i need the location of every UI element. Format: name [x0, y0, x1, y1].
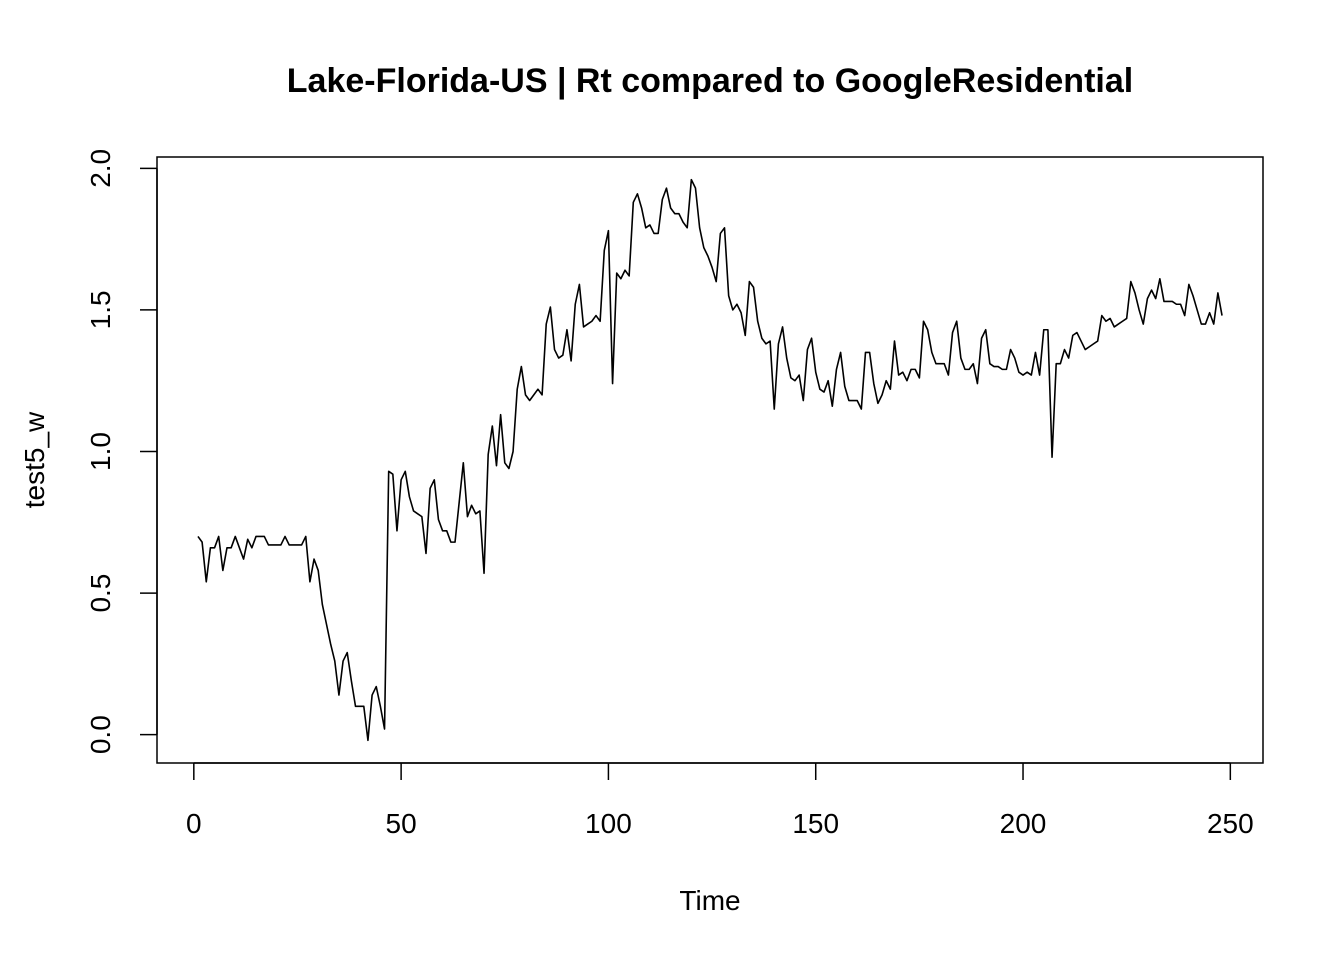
x-axis-label: Time	[679, 885, 740, 916]
y-tick-label: 0.5	[85, 574, 116, 613]
x-tick-label: 50	[386, 808, 417, 839]
y-tick-label: 1.5	[85, 290, 116, 329]
x-tick-label: 200	[1000, 808, 1047, 839]
x-tick-label: 100	[585, 808, 632, 839]
y-tick-label: 0.0	[85, 715, 116, 754]
x-tick-label: 250	[1207, 808, 1254, 839]
y-axis-label: test5_w	[19, 411, 50, 508]
x-tick-label: 0	[186, 808, 202, 839]
y-tick-label: 2.0	[85, 149, 116, 188]
data-line	[197, 178, 1223, 742]
x-tick-label: 150	[792, 808, 839, 839]
chart-title: Lake-Florida-US | Rt compared to GoogleR…	[287, 62, 1133, 100]
y-tick-label: 1.0	[85, 432, 116, 471]
